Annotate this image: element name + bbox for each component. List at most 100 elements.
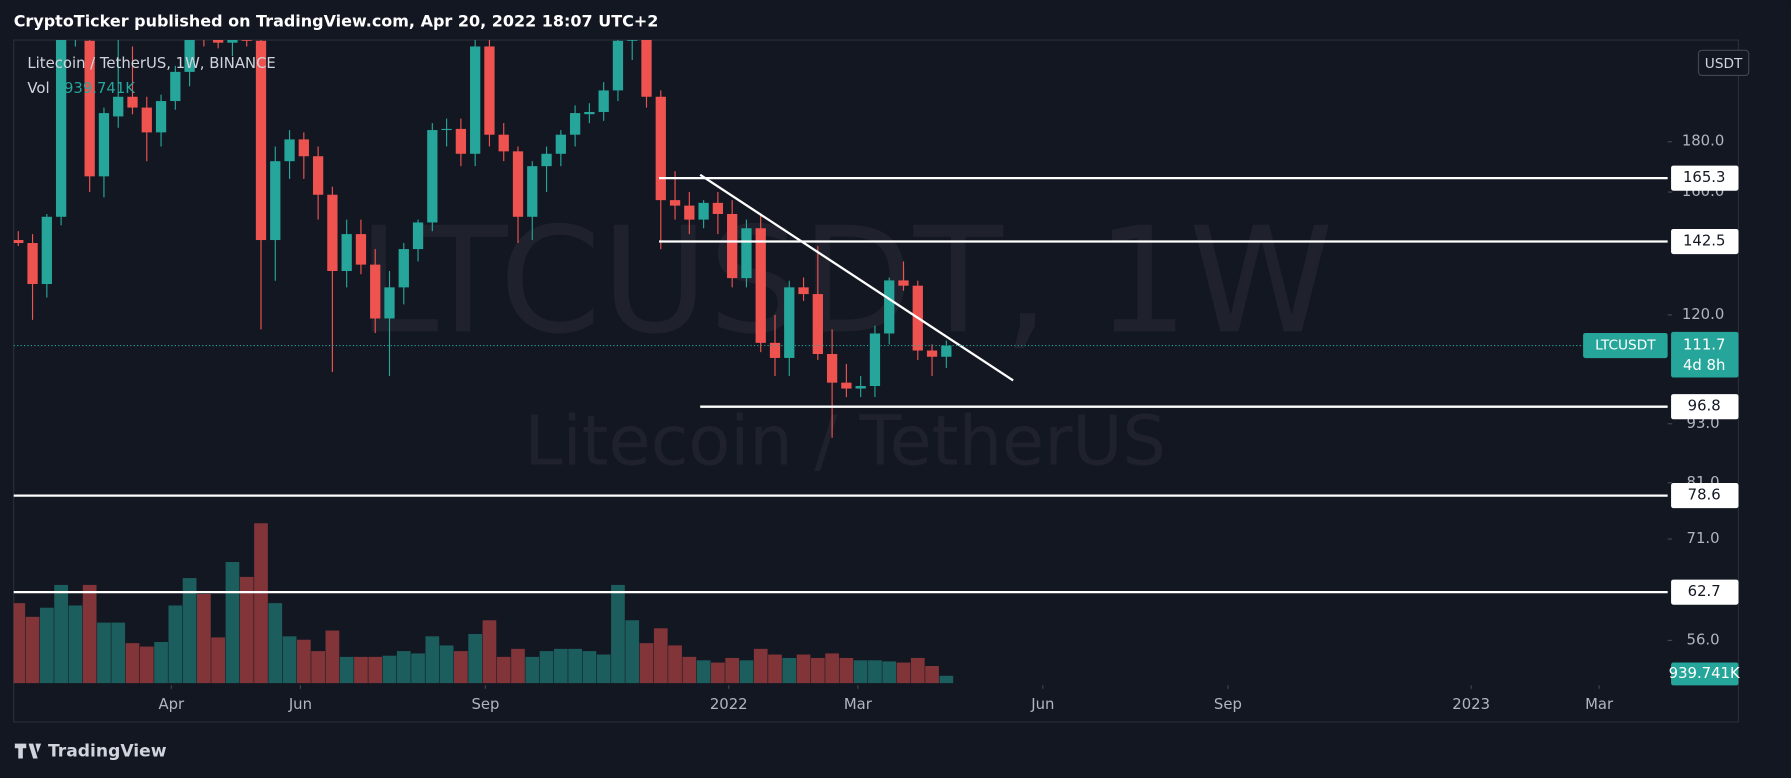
volume-bar xyxy=(125,643,140,684)
candle-body xyxy=(213,40,224,43)
y-tick-label: 120.0 xyxy=(1682,306,1724,323)
volume-bar xyxy=(782,657,797,684)
candle-body xyxy=(755,228,766,343)
volume-bar xyxy=(13,603,26,684)
candles xyxy=(13,40,952,438)
candle-body xyxy=(127,96,138,108)
candle-body xyxy=(384,287,395,319)
volume-bar xyxy=(25,616,40,684)
volume-bar xyxy=(282,636,297,684)
symbol-box xyxy=(1583,332,1668,359)
candle-body xyxy=(784,287,795,358)
volume-bar xyxy=(39,607,54,684)
volume-bar xyxy=(211,637,226,684)
candle-body xyxy=(255,40,267,241)
volume-bar xyxy=(796,654,811,684)
x-tick-label: Mar xyxy=(844,696,873,713)
level-label: 78.6 xyxy=(1688,487,1721,504)
candle-body xyxy=(841,382,852,389)
candle-body xyxy=(412,222,424,250)
volume-bar xyxy=(711,662,725,684)
candle-body xyxy=(941,345,952,357)
volume-bar xyxy=(625,620,640,684)
volume-bar xyxy=(82,584,97,684)
volume-bar xyxy=(553,648,568,684)
volume-bar xyxy=(339,656,354,684)
volume-value-box xyxy=(1671,662,1739,686)
volume-bar xyxy=(439,645,454,684)
volume-bar xyxy=(197,594,211,684)
volume-bar xyxy=(853,660,868,684)
x-tick-label: Jun xyxy=(1030,696,1054,713)
volume-bar xyxy=(682,656,697,684)
level-label-box xyxy=(1671,483,1739,509)
level-label: 142.5 xyxy=(1683,233,1725,250)
candle-body xyxy=(555,134,566,154)
volume-bar xyxy=(611,584,625,684)
volume-bar xyxy=(325,630,340,684)
volume-bar xyxy=(139,646,154,684)
volume-bar xyxy=(868,660,882,684)
volume-bar xyxy=(254,523,268,684)
volume-bar xyxy=(539,651,554,684)
volume-bar xyxy=(496,656,511,684)
candle-body xyxy=(270,161,281,241)
candle-body xyxy=(484,46,495,135)
candle-body xyxy=(84,40,95,177)
volume-bar xyxy=(154,642,168,684)
volume-bar xyxy=(482,620,497,684)
candle-body xyxy=(498,134,509,152)
level-label-box xyxy=(1671,394,1739,420)
trend-line xyxy=(699,173,1014,382)
volume-bar xyxy=(511,648,525,684)
x-tick-label: 2022 xyxy=(710,696,748,713)
currency-box xyxy=(1697,49,1750,77)
candle-body xyxy=(655,96,666,201)
candle-body xyxy=(512,151,524,217)
candle-body xyxy=(370,264,381,319)
volume-bar xyxy=(582,651,597,684)
x-tick-label: Mar xyxy=(1585,696,1614,713)
candle-body xyxy=(327,194,338,271)
x-tick-label: Sep xyxy=(1214,696,1242,713)
candle-body xyxy=(926,350,938,357)
candle-body xyxy=(612,40,624,91)
candle-body xyxy=(584,111,595,115)
volume-bar xyxy=(239,576,254,684)
candle-body xyxy=(13,240,24,244)
candle-body xyxy=(712,202,724,214)
candle-body xyxy=(641,40,652,97)
level-label: 62.7 xyxy=(1688,583,1721,600)
candle-body xyxy=(41,216,52,285)
level-label-box xyxy=(1671,228,1739,255)
volume-bar xyxy=(168,605,183,684)
volume-bar xyxy=(910,657,925,684)
volume-bar xyxy=(725,657,740,684)
y-tick-label: 180.0 xyxy=(1682,133,1724,150)
level-label-box xyxy=(1671,579,1739,605)
volume-bar xyxy=(596,654,611,684)
candle-body xyxy=(441,128,452,131)
volume-bar xyxy=(668,645,682,684)
volume-bar xyxy=(753,648,768,684)
candle-body xyxy=(284,139,295,162)
volume-bar xyxy=(382,655,397,684)
candle-body xyxy=(669,200,681,206)
volume-bar xyxy=(111,622,126,684)
volume-bar xyxy=(768,654,782,684)
watermark: LTCUSDT, 1W xyxy=(357,196,1333,366)
candle-body xyxy=(569,113,581,135)
candle-body xyxy=(227,40,238,43)
candle-body xyxy=(398,249,409,288)
volume-bar xyxy=(653,628,668,684)
volume-bar xyxy=(639,643,654,684)
volume-bar xyxy=(454,651,468,684)
currency: USDT xyxy=(1705,56,1743,72)
volume-bar xyxy=(311,651,325,684)
volume-bar xyxy=(839,657,854,684)
volume-bar xyxy=(810,657,825,684)
x-tick-label: Jun xyxy=(288,696,312,713)
volume-bar xyxy=(97,622,111,684)
candle-body xyxy=(698,202,709,220)
candle-body xyxy=(341,234,352,271)
